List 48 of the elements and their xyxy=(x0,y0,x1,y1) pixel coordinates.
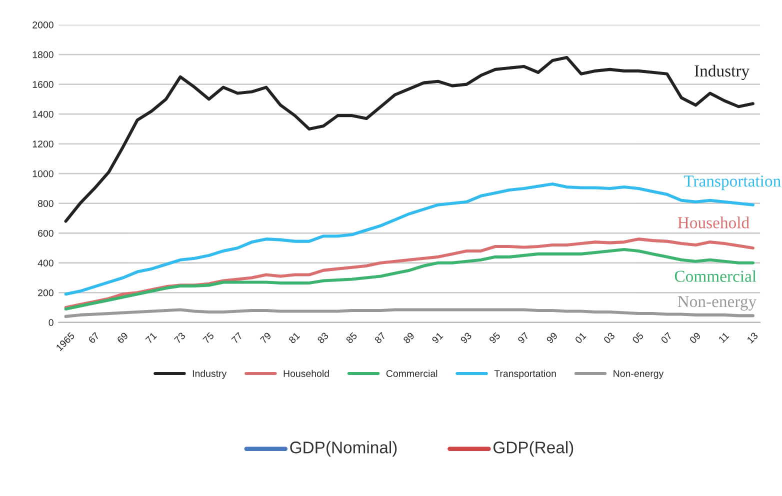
x-tick-label: 05 xyxy=(632,332,644,344)
x-tick-label: 97 xyxy=(517,332,530,344)
x-tick-label: 79 xyxy=(260,332,272,344)
x-tick-label: 77 xyxy=(231,332,243,344)
y-tick-label: 0 xyxy=(48,319,54,326)
x-tick-label: 99 xyxy=(546,332,558,344)
x-tick-label: 69 xyxy=(116,332,128,344)
y-tick-label: 1400 xyxy=(32,110,54,118)
x-tick-label: 83 xyxy=(316,332,329,344)
x-tick-label: 67 xyxy=(88,332,100,344)
x-tick-label: 87 xyxy=(374,332,386,344)
y-tick-label: 1800 xyxy=(32,51,54,58)
x-tick-label: 75 xyxy=(202,332,214,344)
x-tick-label: 91 xyxy=(431,332,444,344)
legend-label: Commercial xyxy=(386,370,438,377)
text: GDP(Nominal) xyxy=(290,441,397,457)
x-tick-label: 93 xyxy=(460,332,472,344)
x-tick-label: 85 xyxy=(346,332,358,344)
legend-label: Non-energy xyxy=(614,370,664,379)
x-tick-label: 95 xyxy=(488,332,501,344)
y-tick-label: 2000 xyxy=(32,22,54,28)
x-tick-label: 89 xyxy=(402,332,415,344)
legend-label: Household xyxy=(284,370,329,377)
x-tick-label: 07 xyxy=(660,332,672,344)
y-tick-label: 600 xyxy=(38,230,54,237)
y-tick-label: 400 xyxy=(38,260,54,266)
x-tick-label: 13 xyxy=(746,332,758,344)
line-series xyxy=(64,248,754,311)
annotation: Commercial xyxy=(674,270,756,282)
y-tick-label: 1600 xyxy=(32,81,54,88)
x-tick-label: 11 xyxy=(718,332,730,344)
legend-label: Transportation xyxy=(494,370,556,379)
x-tick-label: 09 xyxy=(689,332,702,344)
legend-label: Industry xyxy=(192,370,227,379)
y-tick-label: 1000 xyxy=(32,170,54,178)
text: GDP(Real) xyxy=(494,441,574,457)
x-tick-label: 73 xyxy=(174,332,186,344)
x-tick-label: 71 xyxy=(145,332,157,344)
y-tick-label: 1200 xyxy=(32,140,54,148)
annotation: Non-energy xyxy=(678,296,757,311)
y-tick-label: 200 xyxy=(38,289,54,296)
x-tick-label: 01 xyxy=(574,332,586,344)
y-tick-label: 800 xyxy=(38,200,54,207)
annotation: Transportation xyxy=(684,176,781,190)
x-tick-label: 03 xyxy=(603,332,616,344)
x-tick-label: 81 xyxy=(288,332,300,344)
annotation: Household xyxy=(678,216,750,228)
annotation: Industry xyxy=(694,64,750,80)
